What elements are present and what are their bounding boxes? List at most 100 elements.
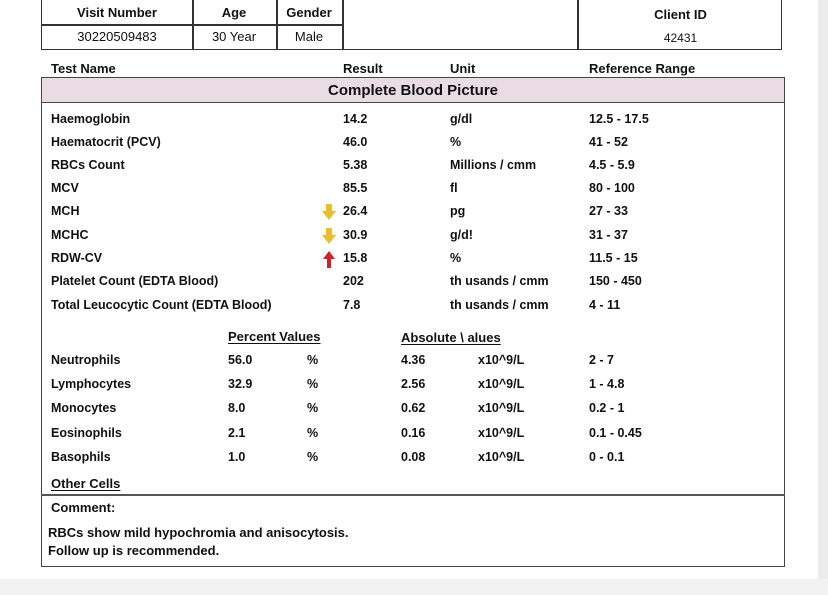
test-reference-range: 80 - 100 bbox=[589, 181, 635, 195]
absolute-value: 0.62 bbox=[401, 401, 426, 415]
differential-row: Neutrophils 56.0 % 4.36 x10^9/L 2 - 7 bbox=[0, 353, 828, 375]
percent-values-header: Percent Values bbox=[228, 329, 321, 344]
cell-type-name: Monocytes bbox=[51, 401, 117, 415]
other-cells-label: Other Cells bbox=[51, 476, 121, 491]
percent-value: 2.1 bbox=[228, 426, 246, 440]
test-result: 85.5 bbox=[343, 181, 368, 195]
test-unit: th usands / cmm bbox=[450, 298, 549, 312]
test-unit: % bbox=[450, 251, 462, 265]
cell-type-name: Lymphocytes bbox=[51, 377, 132, 391]
table-divider bbox=[192, 0, 194, 50]
section-divider bbox=[41, 494, 785, 496]
results-panel bbox=[41, 103, 785, 567]
absolute-unit: x10^9/L bbox=[478, 450, 525, 464]
test-row: Platelet Count (EDTA Blood) 202 th usand… bbox=[0, 274, 828, 296]
test-unit: th usands / cmm bbox=[450, 274, 549, 288]
cell-type-name: Neutrophils bbox=[51, 353, 121, 367]
cell-type-name: Eosinophils bbox=[51, 426, 122, 440]
test-row: Haematocrit (PCV) 46.0 % 41 - 52 bbox=[0, 135, 828, 157]
percent-unit: % bbox=[307, 426, 319, 440]
visit-number-value: 30220509483 bbox=[77, 29, 157, 44]
test-reference-range: 150 - 450 bbox=[589, 274, 642, 288]
differential-row: Lymphocytes 32.9 % 2.56 x10^9/L 1 - 4.8 bbox=[0, 377, 828, 399]
test-unit: Millions / cmm bbox=[450, 158, 537, 172]
differential-row: Eosinophils 2.1 % 0.16 x10^9/L 0.1 - 0.4… bbox=[0, 426, 828, 448]
percent-unit: % bbox=[307, 377, 319, 391]
test-reference-range: 4.5 - 5.9 bbox=[589, 158, 635, 172]
percent-value: 32.9 bbox=[228, 377, 253, 391]
comment-label: Comment: bbox=[51, 500, 116, 515]
test-row: Total Leucocytic Count (EDTA Blood) 7.8 … bbox=[0, 298, 828, 320]
test-name: Haematocrit (PCV) bbox=[51, 135, 161, 149]
test-reference-range: 11.5 - 15 bbox=[589, 251, 638, 265]
test-name: MCV bbox=[51, 181, 79, 195]
differential-row: Monocytes 8.0 % 0.62 x10^9/L 0.2 - 1 bbox=[0, 401, 828, 423]
test-name: MCH bbox=[51, 204, 80, 218]
test-name: MCHC bbox=[51, 228, 89, 242]
absolute-values-header: Absolute \ alues bbox=[401, 330, 501, 345]
absolute-value: 2.56 bbox=[401, 377, 426, 391]
low-flag-arrow-icon bbox=[322, 204, 336, 220]
test-reference-range: 41 - 52 bbox=[589, 135, 628, 149]
visit-number-label: Visit Number bbox=[77, 5, 157, 20]
col-header-test-name: Test Name bbox=[51, 61, 116, 76]
col-header-result: Result bbox=[343, 61, 383, 76]
table-divider bbox=[577, 0, 579, 50]
test-name: RBCs Count bbox=[51, 158, 125, 172]
percent-value: 1.0 bbox=[228, 450, 246, 464]
test-unit: g/dl bbox=[450, 112, 473, 126]
test-reference-range: 12.5 - 17.5 bbox=[589, 112, 649, 126]
comment-line-2: Follow up is recommended. bbox=[48, 543, 220, 558]
gender-label: Gender bbox=[286, 5, 332, 20]
test-unit: % bbox=[450, 135, 462, 149]
percent-value: 56.0 bbox=[228, 353, 253, 367]
test-name: RDW-CV bbox=[51, 251, 103, 265]
test-result: 7.8 bbox=[343, 298, 361, 312]
percent-value: 8.0 bbox=[228, 401, 246, 415]
section-title: Complete Blood Picture bbox=[327, 82, 499, 99]
absolute-unit: x10^9/L bbox=[478, 401, 525, 415]
test-row: RDW-CV 15.8 % 11.5 - 15 bbox=[0, 251, 828, 273]
percent-unit: % bbox=[307, 401, 319, 415]
absolute-value: 4.36 bbox=[401, 353, 426, 367]
test-reference-range: 27 - 33 bbox=[589, 204, 628, 218]
test-row: MCV 85.5 fl 80 - 100 bbox=[0, 181, 828, 203]
test-row: MCHC 30.9 g/d! 31 - 37 bbox=[0, 228, 828, 250]
differential-row: Basophils 1.0 % 0.08 x10^9/L 0 - 0.1 bbox=[0, 450, 828, 472]
test-result: 30.9 bbox=[343, 228, 368, 242]
cell-type-name: Basophils bbox=[51, 450, 111, 464]
test-result: 26.4 bbox=[343, 204, 368, 218]
absolute-unit: x10^9/L bbox=[478, 426, 525, 440]
col-header-unit: Unit bbox=[450, 61, 476, 76]
test-name: Platelet Count (EDTA Blood) bbox=[51, 274, 219, 288]
differential-reference-range: 2 - 7 bbox=[589, 353, 615, 367]
test-unit: fl bbox=[450, 181, 458, 195]
differential-reference-range: 0 - 0.1 bbox=[589, 450, 625, 464]
differential-reference-range: 0.2 - 1 bbox=[589, 401, 625, 415]
gender-value: Male bbox=[294, 29, 324, 44]
test-row: RBCs Count 5.38 Millions / cmm 4.5 - 5.9 bbox=[0, 158, 828, 180]
test-result: 46.0 bbox=[343, 135, 368, 149]
test-result: 202 bbox=[343, 274, 364, 288]
absolute-unit: x10^9/L bbox=[478, 377, 525, 391]
absolute-unit: x10^9/L bbox=[478, 353, 525, 367]
table-divider bbox=[276, 0, 278, 50]
test-result: 5.38 bbox=[343, 158, 368, 172]
page-edge bbox=[818, 0, 828, 595]
test-unit: pg bbox=[450, 204, 466, 218]
table-divider bbox=[342, 0, 344, 50]
absolute-value: 0.08 bbox=[401, 450, 426, 464]
col-header-reference-range: Reference Range bbox=[589, 61, 696, 76]
client-id-value: 42431 bbox=[663, 31, 698, 45]
test-reference-range: 31 - 37 bbox=[589, 228, 628, 242]
test-row: MCH 26.4 pg 27 - 33 bbox=[0, 204, 828, 226]
test-reference-range: 4 - 11 bbox=[589, 298, 621, 312]
test-result: 15.8 bbox=[343, 251, 368, 265]
client-id-label: Client ID bbox=[654, 7, 707, 22]
test-row: Haemoglobin 14.2 g/dl 12.5 - 17.5 bbox=[0, 112, 828, 134]
absolute-value: 0.16 bbox=[401, 426, 426, 440]
age-value: 30 Year bbox=[211, 29, 257, 44]
test-result: 14.2 bbox=[343, 112, 368, 126]
comment-line-1: RBCs show mild hypochromia and anisocyto… bbox=[48, 525, 349, 540]
page-footer-margin bbox=[0, 579, 828, 595]
